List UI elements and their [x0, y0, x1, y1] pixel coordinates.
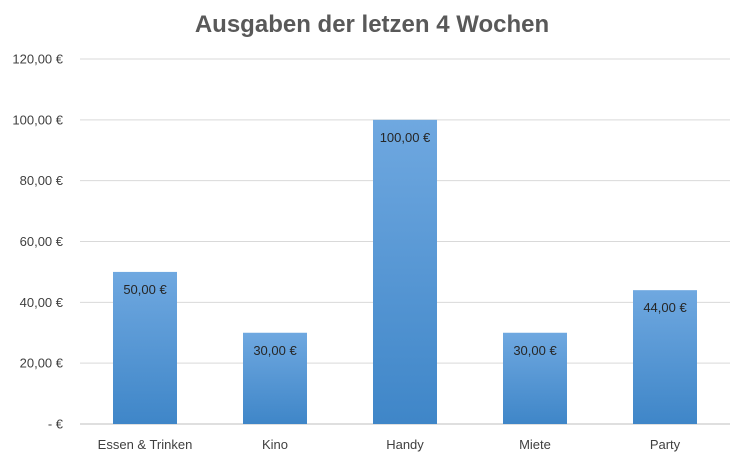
- y-tick-label: 40,00 €: [20, 295, 64, 310]
- x-category-label: Handy: [386, 437, 424, 452]
- data-label: 100,00 €: [380, 130, 431, 145]
- data-label: 44,00 €: [643, 300, 687, 315]
- y-tick-label: 20,00 €: [20, 356, 64, 371]
- y-tick-label: - €: [48, 417, 64, 432]
- y-tick-label: 100,00 €: [12, 112, 63, 127]
- y-tick-label: 120,00 €: [12, 52, 63, 67]
- data-label: 30,00 €: [253, 343, 297, 358]
- bar: [503, 332, 567, 424]
- bar: [113, 271, 177, 424]
- y-tick-label: 60,00 €: [20, 234, 64, 249]
- x-category-label: Miete: [519, 437, 551, 452]
- x-axis-categories: Essen & Trinken Kino Handy Miete Party: [98, 437, 681, 452]
- y-axis-ticks: - € 20,00 € 40,00 € 60,00 € 80,00 € 100,00 € 1…: [12, 52, 63, 432]
- y-tick-label: 80,00 €: [20, 173, 64, 188]
- data-label: 30,00 €: [513, 343, 557, 358]
- chart-title: Ausgaben der letzen 4 Wochen: [195, 11, 549, 38]
- bar: [633, 290, 697, 424]
- bar: [373, 119, 437, 424]
- bars: [113, 119, 697, 424]
- data-label: 50,00 €: [123, 282, 167, 297]
- x-category-label: Essen & Trinken: [98, 437, 193, 452]
- bar: [243, 332, 307, 424]
- x-category-label: Kino: [262, 437, 288, 452]
- x-category-label: Party: [650, 437, 681, 452]
- data-labels: 50,00 € 30,00 € 100,00 € 30,00 € 44,00 €: [123, 130, 687, 358]
